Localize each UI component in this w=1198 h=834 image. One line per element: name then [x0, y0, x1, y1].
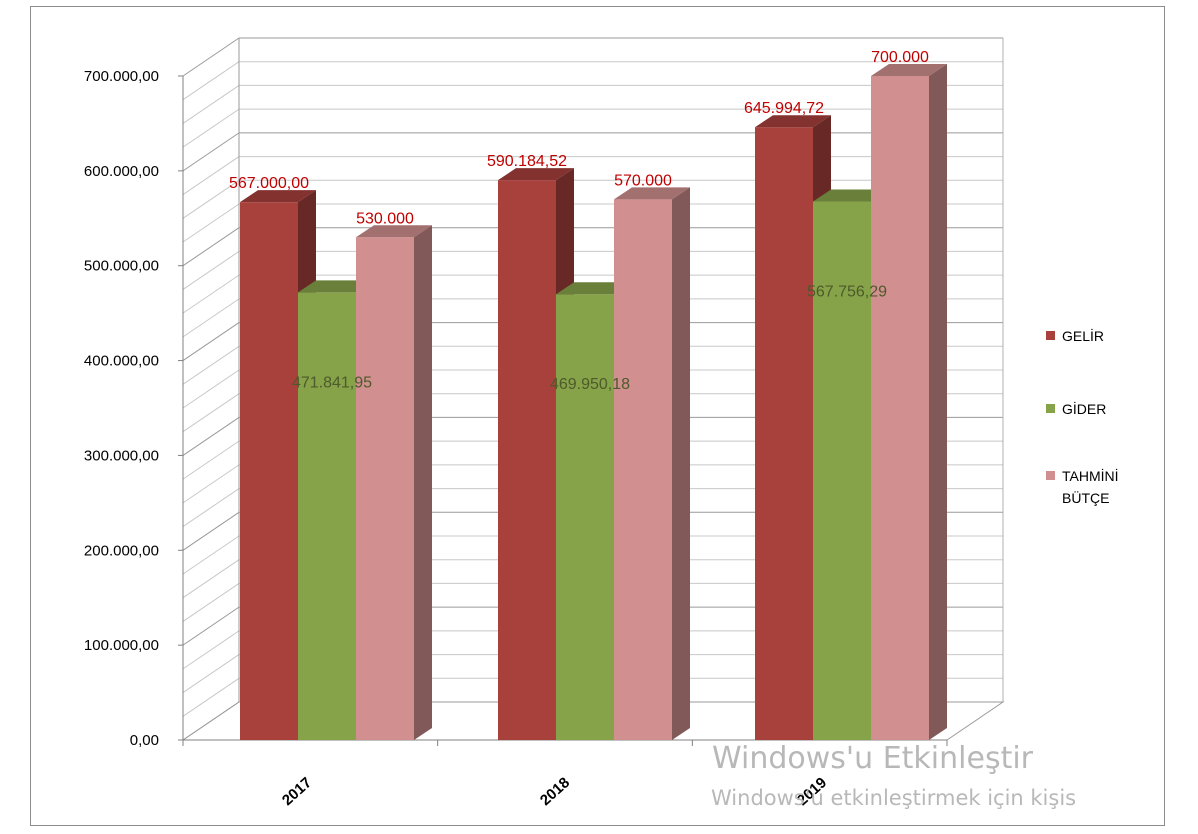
side-wall-gridline	[182, 37, 240, 77]
bar-top-0-1	[498, 168, 574, 181]
side-wall-gridline	[182, 606, 240, 646]
bar-2-0	[356, 237, 414, 740]
bar-1-1	[556, 294, 614, 740]
side-wall-gridline	[182, 464, 240, 504]
y-tick-label: 200.000,00	[84, 542, 159, 559]
y-tick-label: 600.000,00	[84, 163, 159, 180]
bar-top-1-1	[556, 282, 632, 295]
side-wall-gridline	[182, 630, 240, 670]
bar-2-2	[871, 76, 929, 740]
side-wall-gridline	[182, 511, 240, 551]
bar-top-2-2	[871, 64, 947, 76]
data-label-1-2: 567.756,29	[807, 283, 887, 300]
data-label-1-1: 469.950,18	[550, 376, 630, 393]
side-wall-gridline	[182, 393, 240, 433]
legend-swatch-0	[1046, 331, 1055, 340]
side-wall-gridline	[182, 535, 240, 575]
legend-swatch-1	[1046, 404, 1055, 413]
side-wall-gridline	[182, 583, 240, 622]
legend-label-2: TAHMİNİ	[1062, 467, 1119, 484]
bar-top-1-2	[813, 189, 889, 202]
bar-top-2-0	[356, 225, 432, 238]
side-wall-gridline	[182, 227, 240, 267]
bar-side-2-1	[672, 187, 690, 741]
y-tick-label: 500.000,00	[84, 258, 159, 275]
bar-side-2-2	[929, 64, 947, 740]
data-label-1-0: 471.841,95	[292, 374, 372, 391]
side-wall-gridline	[182, 203, 240, 243]
side-wall-gridline	[182, 559, 240, 599]
legend-label-2: BÜTÇE	[1062, 489, 1109, 506]
side-wall-gridline	[182, 251, 240, 290]
bar-side-2-0	[414, 225, 432, 740]
y-tick-label: 400.000,00	[84, 353, 159, 370]
data-label-0-2: 645.994,72	[744, 100, 824, 117]
legend-swatch-2	[1046, 471, 1055, 480]
side-wall-gridline	[182, 345, 240, 385]
bar-2-1	[614, 199, 672, 741]
chart-frame: 0,00 100.000,00 200.000,00 300.000,00 400.00…	[30, 6, 1165, 826]
side-wall-gridline	[182, 298, 240, 338]
data-label-0-1: 590.184,52	[487, 153, 567, 170]
bar-0-0	[240, 202, 298, 740]
bar-chart-3d: 0,00 100.000,00 200.000,00 300.000,00 400.00…	[84, 37, 1119, 809]
bar-top-1-0	[298, 280, 374, 293]
side-wall-gridline	[182, 61, 240, 101]
side-wall-gridline	[182, 85, 240, 124]
y-tick-label: 700.000,00	[84, 68, 159, 85]
side-wall-gridline	[182, 440, 240, 480]
data-label-0-0: 567.000,00	[229, 175, 309, 192]
side-wall-gridline	[182, 488, 240, 527]
data-label-2-2: 700.000	[871, 49, 929, 66]
y-tick-label: 300.000,00	[84, 447, 159, 464]
data-label-2-1: 570.000	[614, 172, 672, 189]
side-wall-gridline	[182, 179, 240, 219]
x-tick-label: 2018	[537, 774, 573, 809]
watermark-title: Windows'u Etkinleştir	[712, 741, 1034, 776]
side-wall-gridline	[182, 156, 240, 195]
bar-top-2-1	[614, 187, 690, 200]
legend-label-1: GİDER	[1062, 400, 1106, 417]
side-wall-gridline	[182, 654, 240, 693]
bar-1-0	[298, 292, 356, 740]
y-tick-label: 0,00	[130, 732, 159, 749]
y-tick-label: 100.000,00	[84, 637, 159, 654]
bar-0-1	[498, 180, 556, 740]
bar-top-0-2	[755, 115, 831, 128]
x-tick-label: 2017	[279, 774, 315, 809]
side-wall-gridline	[182, 369, 240, 409]
legend-label-0: GELİR	[1062, 327, 1104, 344]
side-wall-gridline	[182, 417, 240, 456]
side-wall-gridline	[182, 132, 240, 172]
bar-top-0-0	[240, 190, 316, 203]
watermark-subtitle: Windows'u etkinleştirmek için kişis	[711, 786, 1077, 810]
side-wall-gridline	[182, 274, 240, 314]
bar-0-2	[755, 127, 813, 741]
side-wall-gridline	[182, 108, 240, 148]
side-wall-gridline	[182, 322, 240, 361]
bar-1-2	[813, 201, 871, 740]
data-label-2-0: 530.000	[356, 210, 414, 227]
side-wall-gridline	[182, 677, 240, 717]
